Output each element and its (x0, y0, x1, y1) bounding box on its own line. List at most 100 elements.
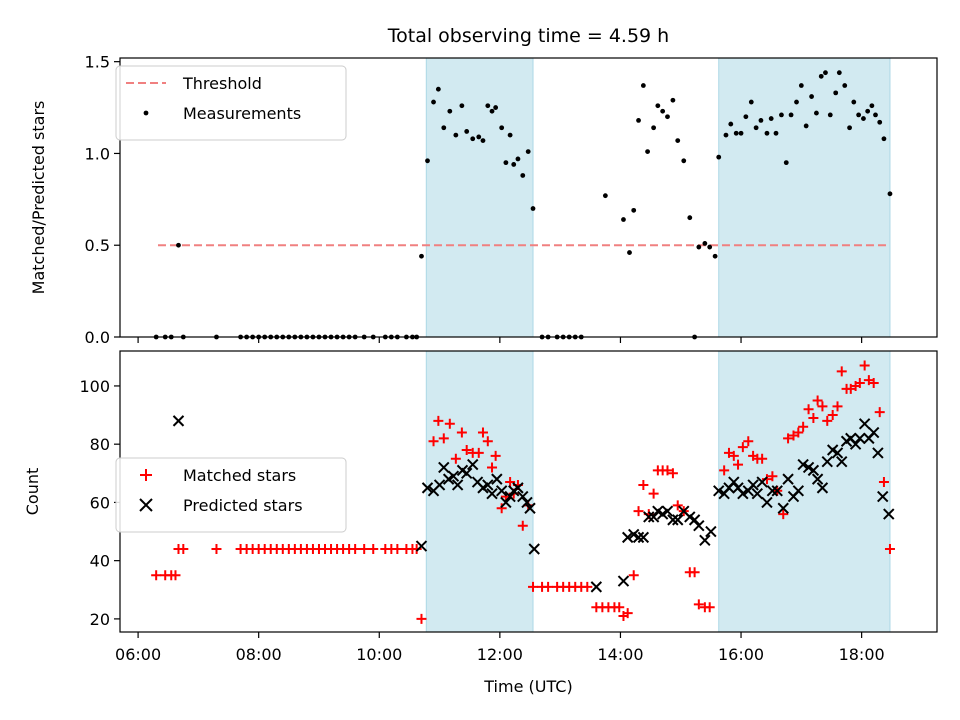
measurements-point (733, 130, 739, 136)
measurements-point (464, 129, 470, 134)
bottom-panel-y-tick-label: 60 (90, 493, 110, 512)
measurements-point (887, 191, 893, 197)
predicted-stars-point (521, 496, 533, 509)
top-panel-observing-window-1 (425, 57, 534, 338)
matched-stars-point (874, 407, 885, 418)
matched-stars-point (884, 544, 895, 555)
measurements-point (865, 108, 871, 114)
predicted-stars-point (621, 531, 634, 544)
matched-stars-point (793, 427, 804, 438)
predicted-stars-point (415, 540, 428, 552)
predicted-stars-point (632, 531, 645, 544)
x-axis-label: Time (UTC) (483, 677, 572, 696)
predicted-stars-point (617, 575, 630, 587)
predicted-stars-point (883, 508, 895, 520)
bottom-panel-y-tick-label: 20 (90, 610, 110, 629)
predicted-stars-point (728, 476, 740, 488)
plot-layer: 0.0 0.5 1.0 1.5 Threshold Measurements 20 40 60 8… (79, 53, 938, 664)
matched-stars-point (693, 599, 704, 610)
bottom-panel-legend: Matched stars Predicted stars (115, 457, 347, 533)
predicted-stars-point (854, 432, 866, 445)
measurements-point (515, 156, 521, 162)
measurements-point (447, 108, 453, 114)
measurements-point (764, 130, 770, 136)
predicted-stars-point (460, 467, 473, 480)
measurements-point (696, 244, 702, 250)
bottom-panel-y-tick-label: 80 (90, 435, 110, 454)
measurements-point (621, 217, 626, 222)
predicted-stars-point (528, 543, 540, 555)
matched-stars-point (178, 544, 189, 555)
predicted-stars-point (438, 461, 450, 474)
matched-stars-point (416, 613, 427, 624)
predicted-stars-point (797, 458, 809, 471)
matched-stars-point (767, 471, 778, 482)
predicted-stars-point (877, 490, 889, 503)
bottom-panel-group: 20 40 60 80 100 06:00 08:00 10:00 12:00 14:00 16:0… (79, 350, 938, 664)
predicted-stars-point (661, 505, 674, 517)
measurements-point (738, 130, 744, 136)
measurements-point (851, 99, 857, 105)
matched-stars-point (783, 433, 794, 444)
measurements-point (743, 114, 749, 120)
predicted-stars-point (867, 426, 880, 439)
predicted-stars-point (816, 482, 829, 494)
matched-stars-point (633, 506, 644, 517)
predicted-stars-point (482, 479, 494, 491)
predicted-stars-point (172, 415, 185, 427)
legend-measurements-marker (143, 110, 149, 116)
measurements-point (748, 99, 754, 105)
measurements-point (869, 103, 875, 109)
measurements-point (602, 193, 608, 199)
measurements-point (707, 244, 713, 250)
measurements-point (877, 119, 883, 125)
measurements-point (809, 94, 814, 99)
measurements-point (687, 215, 693, 221)
measurements-point (861, 116, 866, 121)
measurements-point (655, 103, 661, 109)
matched-stars-point (662, 465, 673, 476)
matched-stars-point (827, 410, 838, 421)
bottom-panel-legend-box (115, 457, 347, 533)
measurements-point (670, 97, 676, 103)
predicted-stars-point (747, 479, 759, 491)
predicted-stars-point (782, 473, 794, 485)
matched-stars-point (359, 544, 370, 555)
measurements-point (640, 83, 646, 88)
measurements-point (476, 134, 482, 140)
predicted-stars-point (699, 534, 711, 546)
predicted-stars-point (836, 455, 848, 468)
legend-threshold-label: Threshold (182, 74, 262, 93)
predicted-stars-point (512, 482, 524, 494)
legend-predicted-stars-marker (139, 498, 153, 512)
matched-stars-point (878, 477, 889, 488)
matched-stars-point (638, 479, 649, 490)
x-tick-label: 14:00 (597, 645, 643, 664)
legend-matched-stars-marker (140, 469, 152, 481)
matched-stars-point (433, 415, 444, 426)
matched-stars-point (368, 544, 379, 555)
top-panel-y-axis-label: Matched/Predicted stars (29, 101, 48, 295)
matched-stars-point (151, 570, 162, 581)
measurements-point (788, 112, 794, 118)
x-tick-label: 12:00 (477, 645, 523, 664)
measurements-point (779, 112, 784, 118)
legend-predicted-stars-label: Predicted stars (183, 496, 303, 515)
predicted-stars-point (467, 458, 479, 471)
matched-stars-point (517, 520, 528, 531)
predicted-stars-point (713, 485, 725, 497)
chart-title: Total observing time = 4.59 h (387, 25, 669, 47)
predicted-stars-point (491, 473, 503, 485)
matched-stars-point (438, 433, 449, 444)
measurements-point (723, 132, 729, 138)
measurements-point (681, 158, 687, 164)
matched-stars-point (614, 602, 625, 613)
measurements-point (511, 162, 517, 167)
predicted-stars-point (737, 487, 749, 500)
x-tick-label: 08:00 (236, 645, 282, 664)
measurements-point (847, 125, 852, 131)
predicted-stars-point (705, 525, 717, 538)
measurements-point (842, 83, 848, 88)
matched-stars-point (832, 401, 843, 412)
measurements-point (651, 125, 657, 131)
